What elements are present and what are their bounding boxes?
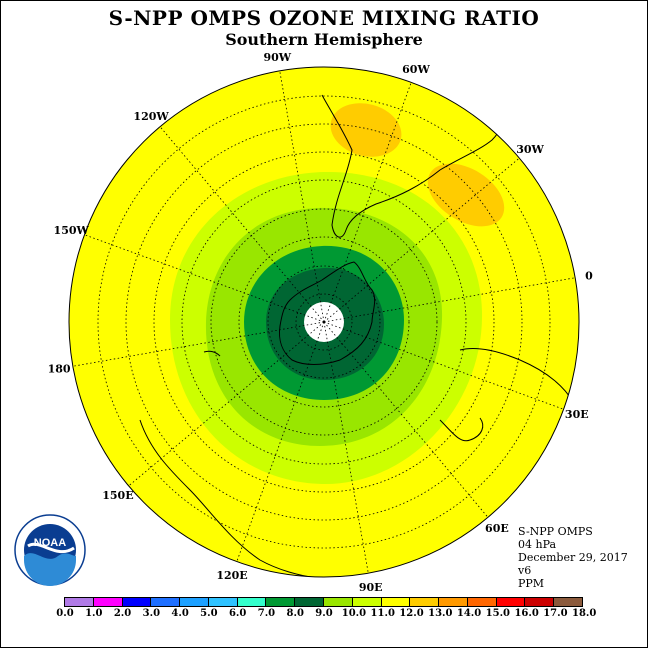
longitude-label: 60E xyxy=(485,522,509,535)
info-level: 04 hPa xyxy=(518,538,557,551)
colorbar-tick-label: 2.0 xyxy=(113,608,132,619)
map-subtitle: Southern Hemisphere xyxy=(225,30,423,49)
colorbar-tick-label: 14.0 xyxy=(456,608,482,619)
longitude-label: 150W xyxy=(54,224,90,237)
africa-coast xyxy=(459,347,575,405)
colorbar-segment xyxy=(64,597,94,607)
info-version: v6 xyxy=(518,564,532,577)
meridian-line xyxy=(128,321,325,487)
colorbar-segment xyxy=(351,597,382,607)
longitude-label: 150E xyxy=(102,489,133,502)
meridian-line xyxy=(236,321,325,562)
meridian-line xyxy=(72,321,325,367)
colorbar-tick-label: 17.0 xyxy=(543,608,568,619)
latitude-circles xyxy=(97,95,551,549)
colorbar-tick-label: 8.0 xyxy=(286,608,304,619)
longitude-label: 120W xyxy=(133,110,169,123)
colorbar-tick-label: 16.0 xyxy=(514,608,539,619)
colorbar-segment xyxy=(524,597,555,607)
colorbar-tick-label: 15.0 xyxy=(485,608,511,619)
ozone-patch-13-14-a xyxy=(330,103,402,157)
longitude-label: 90E xyxy=(359,581,383,594)
colorbar-segment xyxy=(294,597,324,607)
meridian-line xyxy=(323,321,369,574)
meridian-line xyxy=(159,126,325,323)
longitude-label: 60W xyxy=(402,63,430,76)
info-instrument: S-NPP OMPS xyxy=(518,525,593,538)
longitude-label: 30E xyxy=(565,408,589,421)
colorbar-segment xyxy=(121,597,152,607)
meridian-line xyxy=(323,157,520,323)
colorbar-segment xyxy=(265,597,296,607)
colorbar-segment xyxy=(207,597,238,607)
colorbar-tick-label: 4.0 xyxy=(171,608,189,619)
colorbar-tick-label: 10.0 xyxy=(341,608,367,619)
meridian-line xyxy=(279,70,325,323)
meridian-line xyxy=(323,321,564,410)
longitude-labels: 90W 60W 30W 0 30E 60E 90E 120E 150E 180 150W 120W xyxy=(48,51,593,594)
noaa-logo: NOAA xyxy=(14,514,86,586)
info-block: S-NPP OMPS 04 hPa December 29, 2017 v6 P… xyxy=(518,525,628,590)
colorbar-tick-label: 11.0 xyxy=(370,608,395,619)
meridian-line xyxy=(84,234,325,323)
new-zealand-coast xyxy=(203,350,221,357)
ozone-patch-13-14-b xyxy=(427,163,505,227)
south-pole-marker xyxy=(322,320,326,324)
colorbar-segment xyxy=(409,597,440,607)
colorbar-segment xyxy=(150,597,181,607)
meridian-line xyxy=(323,82,412,323)
colorbar-segment xyxy=(92,597,123,607)
longitude-label: 120E xyxy=(216,569,247,582)
info-date: December 29, 2017 xyxy=(518,551,628,564)
info-units: PPM xyxy=(518,577,545,590)
colorbar-segment xyxy=(380,597,411,607)
colorbar-segment xyxy=(236,597,267,607)
longitude-label: 90W xyxy=(263,51,291,64)
colorbar-segment xyxy=(179,597,209,607)
noaa-logo-text: NOAA xyxy=(34,537,66,549)
meridians xyxy=(72,70,576,574)
antarctica-coast xyxy=(279,261,376,365)
colorbar-segment xyxy=(553,597,583,607)
colorbar-tick-label: 12.0 xyxy=(399,608,424,619)
colorbar-segment xyxy=(323,597,353,607)
colorbar-segment xyxy=(466,597,497,607)
colorbar-tick-label: 7.0 xyxy=(257,608,276,619)
colorbar-segment xyxy=(495,597,526,607)
longitude-label: 0 xyxy=(585,269,593,282)
australia-coast xyxy=(139,419,319,577)
colorbar-segment xyxy=(438,597,468,607)
map-boundary xyxy=(68,66,580,578)
map-title: S-NPP OMPS OZONE MIXING RATIO xyxy=(108,6,540,30)
meridian-line xyxy=(323,321,489,518)
longitude-label: 30W xyxy=(516,143,544,156)
colorbar-tick-label: 6.0 xyxy=(228,608,247,619)
madagascar-coast xyxy=(439,417,484,442)
colorbar-tick-label: 18.0 xyxy=(572,608,597,619)
colorbar-tick-label: 13.0 xyxy=(428,608,453,619)
colorbar-tick-label: 1.0 xyxy=(85,608,103,619)
colorbar-tick-label: 5.0 xyxy=(200,608,218,619)
longitude-label: 180 xyxy=(48,363,71,376)
colorbar-tick-label: 9.0 xyxy=(315,608,333,619)
colorbar-tick-label: 0.0 xyxy=(56,608,74,619)
colorbar-tick-label: 3.0 xyxy=(142,608,161,619)
meridian-line xyxy=(323,277,576,323)
